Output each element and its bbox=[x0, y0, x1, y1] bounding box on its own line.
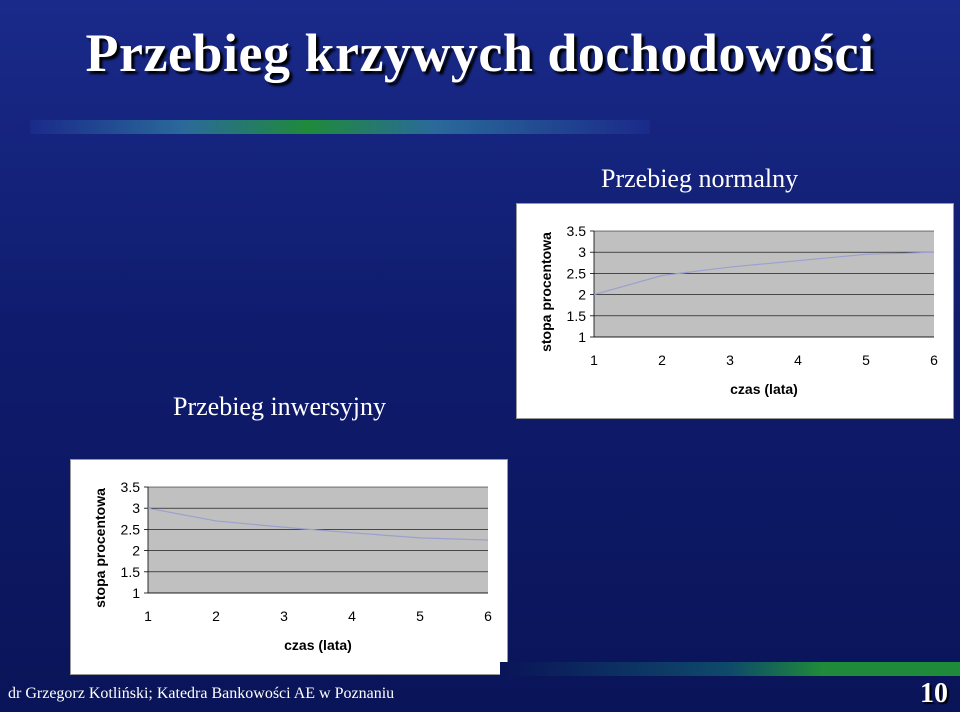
footer-author: dr Grzegorz Kotliński; Katedra Bankowośc… bbox=[8, 685, 395, 702]
x-tick-label: 4 bbox=[348, 608, 356, 624]
y-tick-label: 1.5 bbox=[567, 308, 587, 324]
label-inverse: Przebieg inwersyjny bbox=[173, 392, 387, 421]
y-tick-label: 3.5 bbox=[121, 479, 141, 495]
x-tick-label: 3 bbox=[726, 352, 734, 368]
y-tick-label: 3 bbox=[132, 500, 140, 516]
chart-normal-svg: 3.5 3 2.5 2 1.5 11 2 3 4 5 6 czas (lata) stopa proce… bbox=[538, 223, 938, 397]
plot-area bbox=[148, 487, 488, 593]
x-tick-label: 2 bbox=[212, 608, 220, 624]
x-axis-label: czas (lata) bbox=[284, 637, 352, 653]
chart-inverse-svg: 3.5 3 2.5 2 1.5 11 2 3 4 5 6 czas (lata) stopa proce… bbox=[92, 479, 492, 653]
y-tick-label: 2 bbox=[578, 287, 586, 303]
y-tick-label: 2.5 bbox=[567, 265, 587, 281]
x-tick-label: 1 bbox=[590, 352, 598, 368]
decorative-bar-top bbox=[30, 120, 650, 134]
y-tick-label: 3 bbox=[578, 244, 586, 260]
x-tick-label: 6 bbox=[484, 608, 492, 624]
page-number: 10 bbox=[920, 678, 948, 709]
x-tick-label: 4 bbox=[794, 352, 802, 368]
y-tick-label: 3.5 bbox=[567, 223, 587, 239]
x-axis-label: czas (lata) bbox=[730, 381, 798, 397]
x-tick-label: 6 bbox=[930, 352, 938, 368]
y-axis-label: stopa procentowa bbox=[538, 232, 554, 352]
chart-normal: 3.5 3 2.5 2 1.5 1 1 2 3 4 5 6 czas (lata) stopa proce… bbox=[516, 203, 954, 419]
plot-area bbox=[594, 231, 934, 337]
y-tick-label: 1.5 bbox=[121, 564, 141, 580]
x-tick-label: 3 bbox=[280, 608, 288, 624]
series-line bbox=[593, 251, 935, 296]
y-axis-label: stopa procentowa bbox=[92, 488, 108, 608]
decorative-bar-bottom bbox=[500, 662, 960, 676]
slide-title: Przebieg krzywych dochodowości bbox=[85, 23, 875, 83]
x-tick-label: 5 bbox=[416, 608, 424, 624]
x-tick-label: 1 bbox=[144, 608, 152, 624]
y-tick-label: 1 bbox=[578, 329, 586, 345]
series-line bbox=[147, 507, 489, 541]
label-normal: Przebieg normalny bbox=[601, 164, 799, 193]
y-tick-label: 1 bbox=[132, 585, 140, 601]
x-tick-label: 2 bbox=[658, 352, 666, 368]
y-tick-label: 2 bbox=[132, 543, 140, 559]
x-tick-label: 5 bbox=[862, 352, 870, 368]
chart-inverse: 3.5 3 2.5 2 1.5 1 1 2 3 4 5 6 czas (lata) stopa proce… bbox=[70, 459, 508, 675]
y-tick-label: 2.5 bbox=[121, 521, 141, 537]
